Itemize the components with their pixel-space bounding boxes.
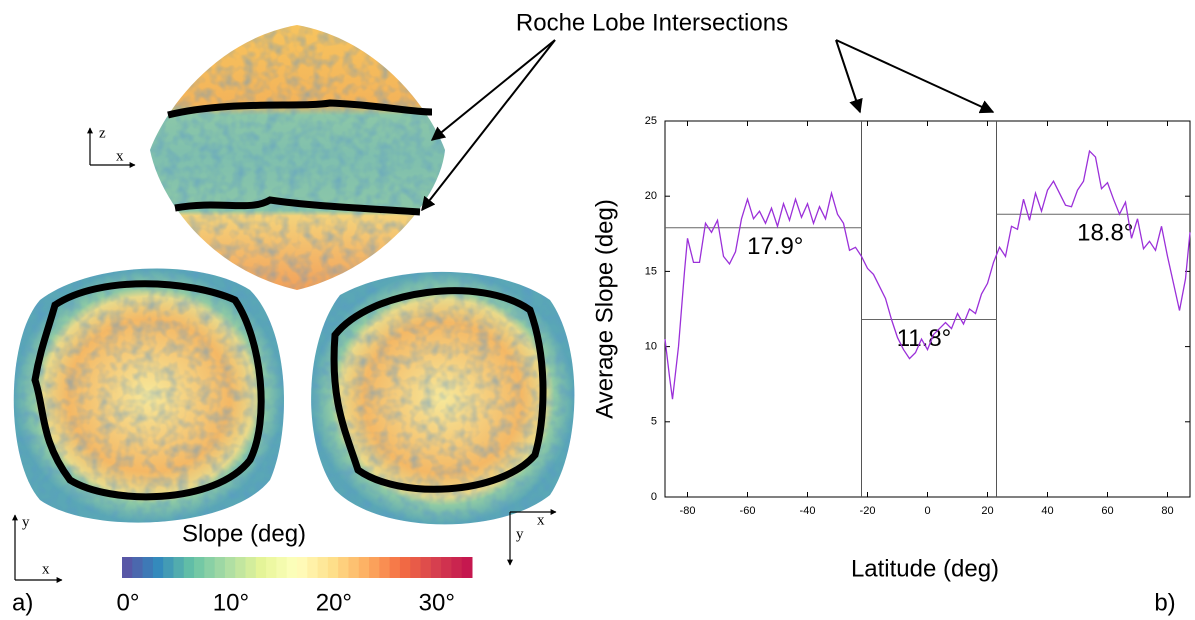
x-tick-label: 60 [1101,505,1113,517]
axis-letter: x [537,512,545,528]
colorbar-segment [338,557,349,578]
annotation-arrows [421,39,995,212]
panel-label: a) [12,589,33,616]
mean-label: 18.8° [1077,220,1133,247]
colorbar-segment [451,557,463,578]
colorbar-segment [132,557,144,578]
y-tick-label: 5 [651,416,657,428]
y-axis-title: Average Slope (deg) [591,199,618,419]
plot-frame [664,120,1191,498]
colorbar-segment [204,557,216,578]
axis-letter: z [99,125,106,141]
colorbar-segment [173,557,185,578]
annotation: Roche Lobe Intersections [516,9,788,36]
y-tick-label: 15 [645,265,657,277]
colorbar-segment [441,557,452,578]
colorbar-segment [163,557,174,578]
colorbar-segment [348,557,360,578]
colorbar-segment [183,557,195,578]
colorbar-segment [122,557,133,578]
colorbar-segment [194,557,205,578]
data-line [664,149,1191,400]
colorbar-segment [214,557,226,578]
y-tick-label: 25 [645,115,657,127]
axes-triad [12,127,557,583]
x-tick-label: -20 [860,505,876,517]
colorbar-tick-label: 20° [316,589,352,616]
colorbar-segment [224,557,236,578]
axis-letter: x [116,148,124,164]
mean-label: 11.8° [897,325,952,352]
colorbar-segment [266,557,277,578]
colorbar-segment [420,557,432,578]
colorbar-segment [297,557,308,578]
colorbar-tick-label: 30° [419,589,455,616]
colorbar-segment [369,557,380,578]
colorbar-segment [276,557,288,578]
shape-model [311,271,575,525]
colorbar-segment [317,557,329,578]
axis-letter: y [22,514,30,530]
y-tick-label: 10 [645,341,657,353]
x-tick-label: -40 [800,505,816,517]
x-tick-label: 0 [924,505,930,517]
colorbar-tick-label: 0° [117,589,140,616]
colorbar-segment [255,557,267,578]
x-axis-title: Latitude (deg) [851,555,999,582]
colorbar-segment [410,557,422,578]
colorbar-segment [389,557,401,578]
mean-label: 17.9° [747,233,803,260]
colorbar-segment [327,557,339,578]
colorbar-segment [286,557,298,578]
colorbar-segment [307,557,319,578]
colorbar-title: Slope (deg) [182,520,306,547]
panel-label: b) [1154,589,1175,616]
colorbar-segment [399,557,411,578]
x-tick-label: 80 [1161,505,1173,517]
shape-model [150,25,445,290]
colorbar-segment [379,557,391,578]
colorbar-segment [358,557,370,578]
y-tick-label: 0 [651,491,657,503]
colorbar-tick-label: 10° [213,589,249,616]
colorbar-segment [430,557,442,578]
colorbar-segment [142,557,154,578]
x-tick-label: -80 [680,505,696,517]
x-tick-label: 40 [1041,505,1053,517]
colorbar-segment [152,557,164,578]
colorbar-segment [461,557,473,578]
y-tick-label: 20 [645,190,657,202]
shape-model [13,268,284,523]
x-tick-label: 20 [981,505,993,517]
colorbar-segment [235,557,247,578]
colorbar-segment [245,557,257,578]
axis-letter: y [516,526,524,542]
x-tick-label: -60 [740,505,756,517]
axis-letter: x [42,561,50,577]
